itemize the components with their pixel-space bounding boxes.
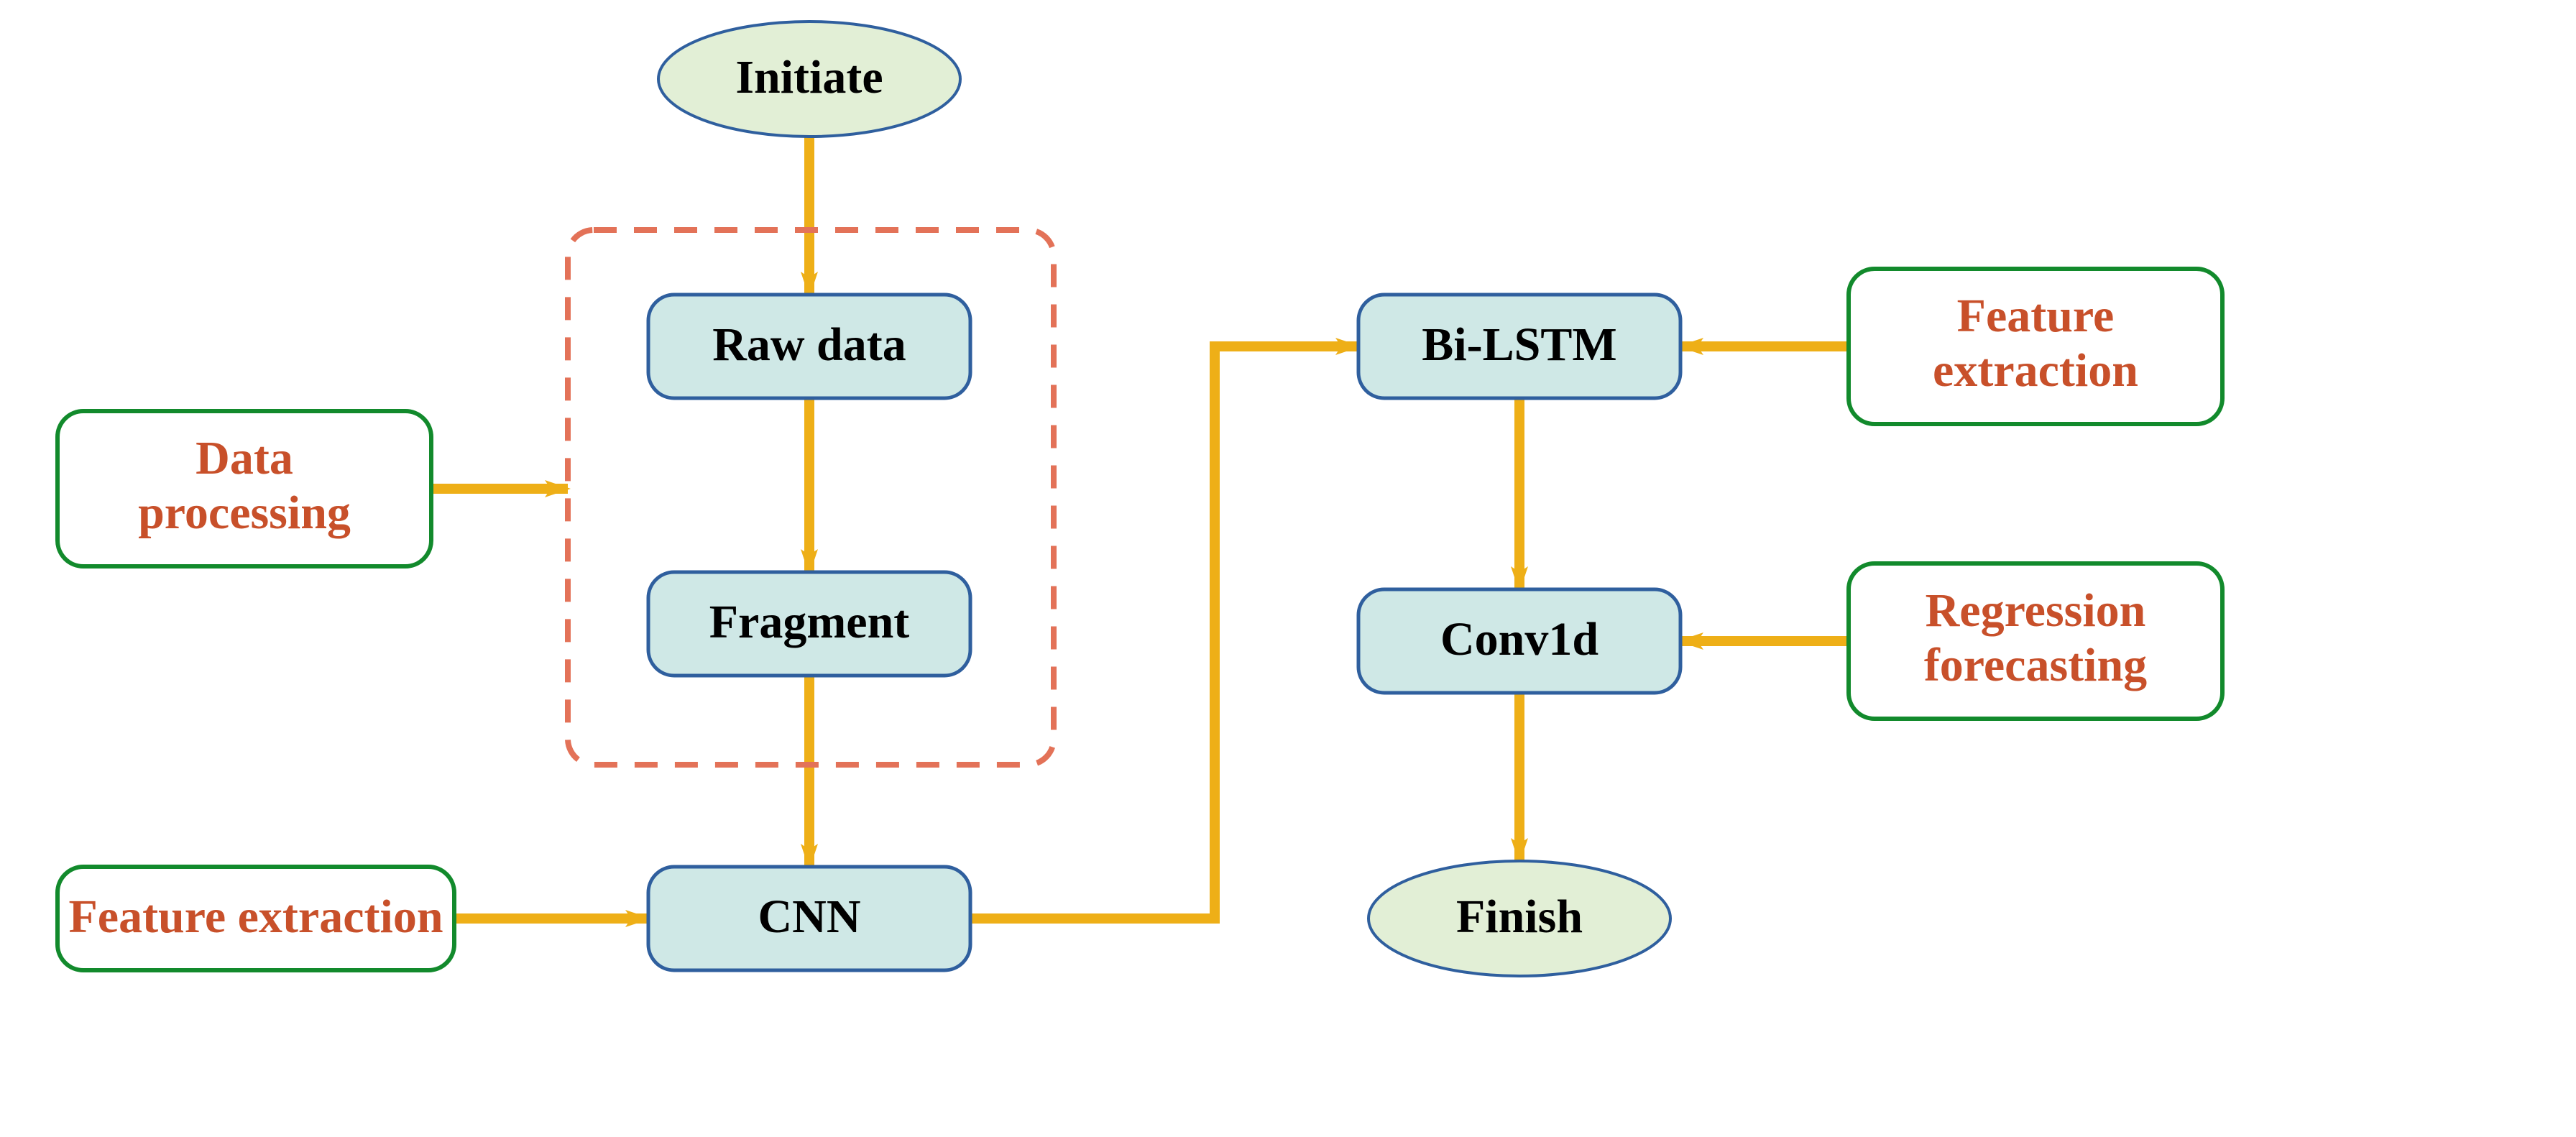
node-label: Feature extraction <box>68 890 443 943</box>
node-label: Initiate <box>735 51 883 103</box>
node-label: forecasting <box>1924 639 2147 691</box>
node-label: processing <box>138 487 351 539</box>
node-label: Bi-LSTM <box>1422 318 1616 371</box>
flowchart-diagram: Initiate Raw data Fragment CNN Bi-LSTM Conv1d… <box>0 0 2576 1137</box>
node-label: extraction <box>1933 344 2138 397</box>
node-cnn: CNN <box>648 867 970 970</box>
node-fragment: Fragment <box>648 572 970 676</box>
node-finish: Finish <box>1368 861 1670 976</box>
node-bilstm: Bi-LSTM <box>1358 295 1680 398</box>
edge-cnn_to_bilstm <box>970 346 1358 919</box>
node-feat_ext1: Feature extraction <box>58 867 454 970</box>
node-data_proc: Dataprocessing <box>58 411 431 566</box>
node-label: Regression <box>1926 584 2146 637</box>
node-initiate: Initiate <box>658 22 960 137</box>
node-raw_data: Raw data <box>648 295 970 398</box>
node-label: Feature <box>1957 290 2115 342</box>
node-label: Conv1d <box>1440 613 1598 666</box>
node-conv1d: Conv1d <box>1358 589 1680 693</box>
node-feat_ext2: Featureextraction <box>1849 269 2222 424</box>
node-label: Data <box>196 432 293 484</box>
node-label: Finish <box>1456 890 1583 943</box>
node-label: Raw data <box>712 318 906 371</box>
node-label: CNN <box>758 890 861 943</box>
node-label: Fragment <box>709 596 910 648</box>
node-reg_fc: Regressionforecasting <box>1849 563 2222 719</box>
